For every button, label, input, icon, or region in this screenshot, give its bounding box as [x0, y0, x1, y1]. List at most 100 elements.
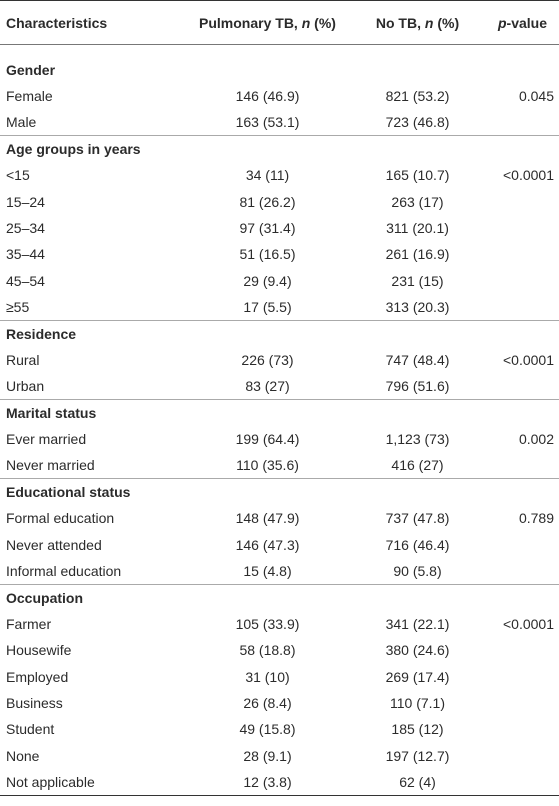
cell-p-value [490, 452, 559, 478]
cell-pulmonary-tb: 83 (27) [245, 378, 290, 395]
row-label: Student [6, 721, 55, 738]
row-label: 45–54 [6, 272, 45, 289]
header-pulmonary-post: (%) [310, 14, 336, 31]
table-row: Never attended 146 (47.3) 716 (46.4) [0, 532, 559, 558]
header-notb-n: n [424, 14, 434, 31]
cell-no-tb: 723 (46.8) [385, 114, 450, 131]
section-title: Educational status [6, 484, 131, 501]
cell-no-tb: 737 (47.8) [385, 510, 450, 527]
header-pulmonary-n: n [301, 14, 311, 31]
cell-pulmonary-tb: 12 (3.8) [243, 773, 292, 790]
cell-pulmonary-tb: 97 (31.4) [239, 220, 296, 237]
row-label: Male [6, 114, 37, 131]
cell-p-value [490, 532, 559, 558]
row-label: Not applicable [6, 773, 95, 790]
row-label: Housewife [6, 642, 72, 659]
row-label: 25–34 [6, 220, 45, 237]
cell-no-tb: 185 (12) [391, 721, 444, 738]
row-label: Farmer [6, 615, 52, 632]
cell-p-value [490, 268, 559, 294]
cell-no-tb: 313 (20.3) [385, 298, 450, 315]
row-label: Employed [6, 668, 69, 685]
cell-no-tb: 416 (27) [391, 457, 444, 474]
cell-no-tb: 263 (17) [391, 193, 444, 210]
cell-p-value: <0.0001 [503, 167, 554, 184]
row-label: Ever married [6, 431, 87, 448]
table-row: Student 49 (15.8) 185 (12) [0, 716, 559, 742]
cell-no-tb: 62 (4) [399, 773, 436, 790]
table-row: Urban 83 (27) 796 (51.6) [0, 373, 559, 399]
header-pulmonary-tb: Pulmonary TB, n (%) [190, 0, 345, 45]
cell-pulmonary-tb: 163 (53.1) [235, 114, 300, 131]
cell-no-tb: 821 (53.2) [385, 88, 450, 105]
row-label: None [6, 747, 40, 764]
cell-pulmonary-tb: 26 (8.4) [243, 695, 292, 712]
cell-p-value: <0.0001 [503, 615, 554, 632]
table-row: Farmer 105 (33.9) 341 (22.1) <0.0001 [0, 611, 559, 637]
row-label: Female [6, 88, 53, 105]
header-notb-pre: No TB, [375, 14, 425, 31]
cell-p-value: 0.002 [518, 431, 554, 448]
cell-no-tb: 1,123 (73) [385, 431, 450, 448]
table-row: Informal education 15 (4.8) 90 (5.8) [0, 558, 559, 584]
cell-p-value [490, 663, 559, 689]
row-label: Rural [6, 351, 40, 368]
header-no-tb: No TB, n (%) [345, 0, 490, 45]
table-row: Housewife 58 (18.8) 380 (24.6) [0, 637, 559, 663]
row-label: Urban [6, 378, 45, 395]
cell-no-tb: 269 (17.4) [385, 668, 450, 685]
cell-pulmonary-tb: 105 (33.9) [235, 615, 300, 632]
table-row: Not applicable 12 (3.8) 62 (4) [0, 769, 559, 796]
table-row: 45–54 29 (9.4) 231 (15) [0, 268, 559, 294]
cell-pulmonary-tb: 29 (9.4) [243, 272, 292, 289]
cell-p-value: 0.789 [518, 510, 554, 527]
cell-p-value [490, 215, 559, 241]
cell-p-value [490, 373, 559, 399]
cell-pulmonary-tb: 146 (46.9) [235, 88, 300, 105]
section-row: Marital status [0, 399, 559, 426]
cell-no-tb: 261 (16.9) [385, 246, 450, 263]
row-label: 35–44 [6, 246, 45, 263]
cell-pulmonary-tb: 226 (73) [241, 351, 294, 368]
table-row: <15 34 (11) 165 (10.7) <0.0001 [0, 162, 559, 188]
table-row: 15–24 81 (26.2) 263 (17) [0, 188, 559, 214]
section-title: Gender [6, 61, 56, 78]
cell-no-tb: 747 (48.4) [385, 351, 450, 368]
cell-no-tb: 796 (51.6) [385, 378, 450, 395]
table-body: Gender Female 146 (46.9) 821 (53.2) 0.045 Mal… [0, 57, 559, 796]
cell-no-tb: 231 (15) [391, 272, 444, 289]
cell-pulmonary-tb: 81 (26.2) [239, 193, 296, 210]
cell-no-tb: 197 (12.7) [385, 747, 450, 764]
table-row: Never married 110 (35.6) 416 (27) [0, 452, 559, 478]
cell-no-tb: 380 (24.6) [385, 642, 450, 659]
header-spacer [0, 45, 559, 57]
cell-no-tb: 716 (46.4) [385, 536, 450, 553]
header-p-value: p-value [490, 0, 559, 45]
header-notb-post: (%) [433, 14, 460, 31]
table-row: Employed 31 (10) 269 (17.4) [0, 663, 559, 689]
section-row: Occupation [0, 584, 559, 610]
cell-no-tb: 90 (5.8) [393, 562, 442, 579]
section-title: Age groups in years [6, 141, 141, 158]
row-label: Never attended [6, 536, 102, 553]
cell-p-value [490, 743, 559, 769]
cell-pulmonary-tb: 199 (64.4) [235, 431, 300, 448]
cell-pulmonary-tb: 49 (15.8) [239, 721, 296, 738]
cell-no-tb: 165 (10.7) [385, 167, 450, 184]
cell-pulmonary-tb: 146 (47.3) [235, 536, 300, 553]
row-label: 15–24 [6, 193, 45, 210]
header-pulmonary-pre: Pulmonary TB, [199, 14, 302, 31]
table-row: 25–34 97 (31.4) 311 (20.1) [0, 215, 559, 241]
cell-no-tb: 341 (22.1) [385, 615, 450, 632]
cell-pulmonary-tb: 31 (10) [245, 668, 290, 685]
cell-p-value [490, 690, 559, 716]
header-p-italic: p [497, 14, 507, 31]
cell-p-value [490, 241, 559, 267]
table-row: ≥55 17 (5.5) 313 (20.3) [0, 294, 559, 320]
section-title: Occupation [6, 589, 84, 606]
header-characteristics: Characteristics [0, 0, 190, 45]
table-row: 35–44 51 (16.5) 261 (16.9) [0, 241, 559, 267]
cell-p-value [490, 294, 559, 320]
